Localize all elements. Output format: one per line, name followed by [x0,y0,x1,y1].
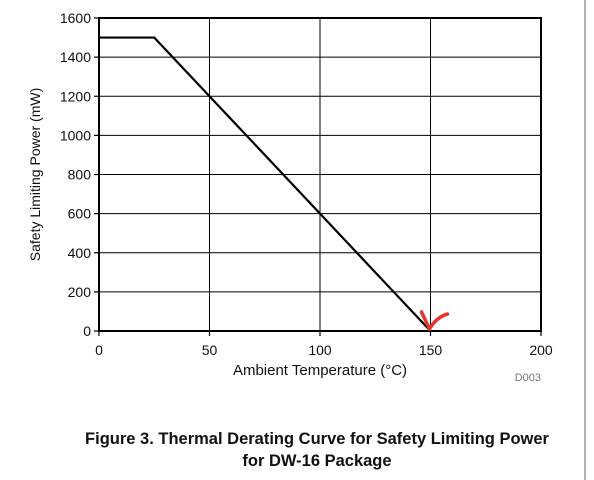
x-tick-label: 50 [202,342,218,358]
y-tick-label: 0 [83,323,91,339]
x-tick-label: 0 [95,342,103,358]
caption-line-2: for DW-16 Package [242,452,392,470]
y-tick-label: 600 [68,206,92,222]
x-tick-label: 200 [529,342,553,358]
chart-grid [98,17,542,332]
check-mark-annotation [419,310,450,331]
x-tick-label: 150 [419,342,443,358]
x-axis-label: Ambient Temperature (°C) [233,362,407,379]
y-tick-label: 1400 [60,49,91,65]
figure-id-label: D003 [515,372,541,384]
x-axis-ticks: 0 50 100 150 200 [95,331,553,358]
y-axis-ticks: 0 200 400 600 800 1000 1200 1400 1600 [60,10,99,339]
derating-curve-line [99,36,432,332]
y-tick-label: 1000 [60,127,91,143]
x-tick-label: 100 [308,342,332,358]
y-tick-label: 1600 [60,10,91,26]
y-tick-label: 200 [68,284,92,300]
y-tick-label: 800 [68,167,92,183]
y-tick-label: 400 [68,245,92,261]
derating-chart: 0 200 400 600 800 1000 1200 1400 1600 0 50 100 150 2… [27,10,553,384]
caption-line-1: Figure 3. Thermal Derating Curve for Saf… [85,430,549,448]
figure-caption: Figure 3. Thermal Derating Curve for Saf… [40,428,594,472]
y-axis-label: Safety Limiting Power (mW) [27,88,43,261]
y-tick-label: 1200 [60,88,91,104]
